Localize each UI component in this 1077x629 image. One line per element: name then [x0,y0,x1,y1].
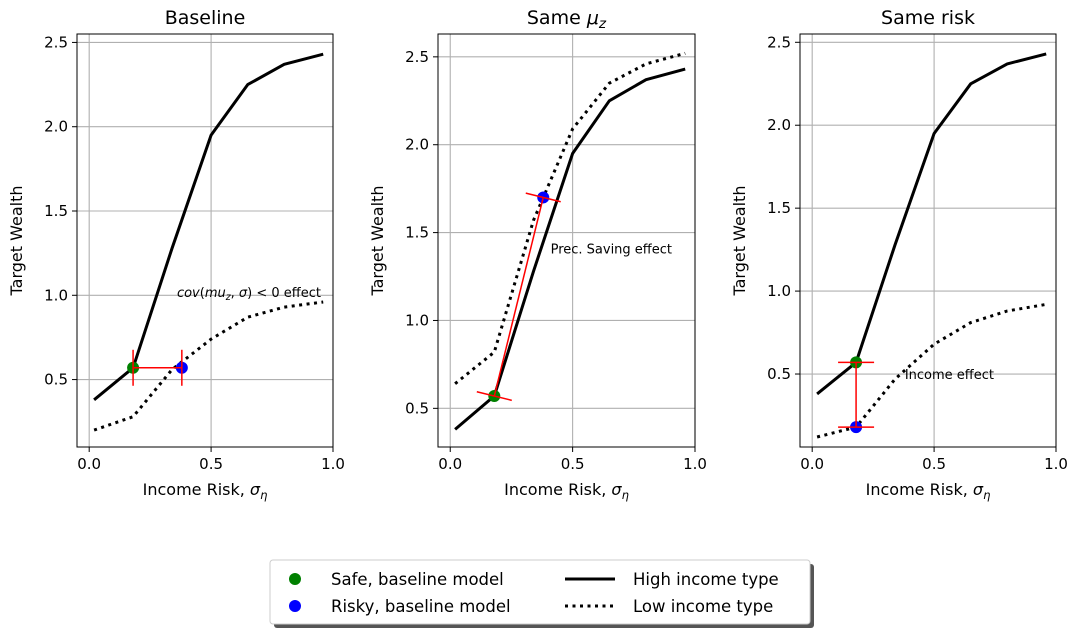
x-axis-label: Income Risk, ση [143,480,268,502]
effect-cap [476,390,512,402]
panel-title: Same μz [527,7,607,32]
legend-marker [289,573,301,585]
y-tick-label: 1.0 [767,282,791,300]
legend-label: High income type [633,570,779,589]
high-income-line [93,52,324,401]
axes-frame [437,33,696,448]
legend-label: Risky, baseline model [331,597,511,616]
y-tick-label: 1.0 [44,286,68,304]
x-tick-label: 0.0 [800,455,824,473]
y-tick-label: 0.5 [405,399,429,417]
low-income-line [454,51,686,385]
y-tick-label: 0.5 [44,371,68,389]
effect-cap [525,192,561,203]
y-tick-label: 1.5 [767,199,791,217]
x-tick-label: 0.0 [77,455,101,473]
y-tick-label: 0.5 [767,365,791,383]
x-tick-label: 0.5 [922,455,946,473]
x-tick-label: 1.0 [321,455,345,473]
axes-frame [76,33,334,448]
effect-arrow [493,197,544,397]
y-tick-label: 1.0 [405,311,429,329]
panel-1: 0.0 0.5 1.0 0.5 1.0 1.5 2.0 2.5 cov(muz, σ) < 0 … [7,7,345,502]
y-tick-label: 2.5 [767,33,791,51]
legend: Safe, baseline model High income type Risk… [269,559,814,628]
panel-title: Baseline [165,7,246,29]
y-tick-label: 2.0 [767,116,791,134]
y-tick-label: 1.5 [44,202,68,220]
effect-annotation: cov(muz, σ) < 0 effect [177,286,321,303]
y-axis-label: Target Wealth [730,186,749,297]
effect-annotation: Income effect [905,368,994,383]
y-axis-label: Target Wealth [7,186,26,297]
axes-frame [799,33,1057,448]
legend-marker [289,600,301,612]
y-tick-label: 2.0 [405,136,429,154]
legend-label: Safe, baseline model [331,570,504,589]
panel-2: 0.0 0.5 1.0 0.5 1.0 1.5 2.0 2.5 Prec. Saving eff… [368,7,707,502]
low-income-line [93,300,324,432]
x-tick-label: 0.5 [199,455,223,473]
legend-label: Low income type [633,597,773,616]
y-tick-label: 2.5 [405,48,429,66]
x-tick-label: 1.0 [683,455,707,473]
y-tick-label: 1.5 [405,224,429,242]
x-axis-label: Income Risk, ση [504,480,629,502]
x-tick-label: 0.5 [561,455,585,473]
x-tick-label: 1.0 [1044,455,1068,473]
high-income-line [816,52,1047,396]
y-tick-label: 2.5 [44,33,68,51]
x-axis-label: Income Risk, ση [866,480,991,502]
x-tick-label: 0.0 [438,455,462,473]
y-tick-label: 2.0 [44,118,68,136]
effect-annotation: Prec. Saving effect [551,243,672,258]
panel-title: Same risk [881,7,975,29]
panel-3: 0.0 0.5 1.0 0.5 1.0 1.5 2.0 2.5 Income effect Sam… [730,7,1068,502]
legend-box [269,559,811,625]
y-axis-label: Target Wealth [368,186,387,297]
